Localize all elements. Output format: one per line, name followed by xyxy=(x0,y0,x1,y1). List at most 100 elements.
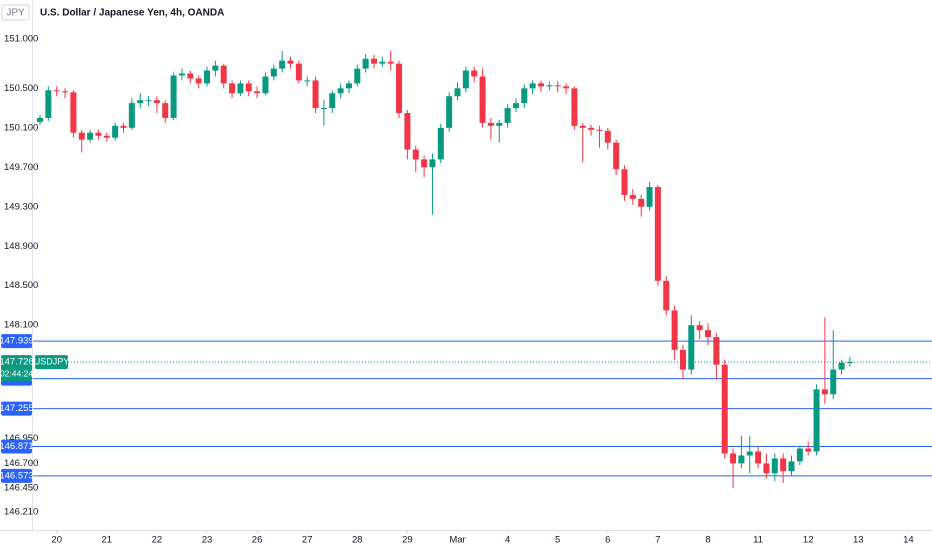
candle-body xyxy=(437,127,444,160)
candle-body xyxy=(796,448,803,462)
ticks: 151.000 150.500 150.100 149.700 149.300 148.9… xyxy=(4,34,914,546)
level-badge xyxy=(1,401,32,416)
candle-body xyxy=(153,100,160,104)
candle-body xyxy=(170,75,177,118)
candle-body xyxy=(629,194,636,199)
candle-body xyxy=(663,280,670,311)
x-tick-label: Mar xyxy=(449,535,465,546)
candle-body xyxy=(554,85,561,87)
symbol-badge xyxy=(35,355,68,370)
y-tick-label: 150.500 xyxy=(4,83,38,94)
x-tick-label: 14 xyxy=(903,535,914,546)
x-tick-label: 29 xyxy=(402,535,413,546)
candle-body xyxy=(738,455,745,464)
candle-body xyxy=(45,90,52,118)
candle-body xyxy=(78,132,85,140)
candle-body xyxy=(679,349,686,370)
candle-body xyxy=(396,63,403,114)
candle-body xyxy=(262,76,269,94)
level-label: 147.939 xyxy=(0,336,34,347)
candle-body xyxy=(421,159,428,168)
candle-body xyxy=(821,389,828,395)
candle-body xyxy=(830,369,837,395)
y-tick-label: 148.500 xyxy=(4,280,38,291)
candle-body xyxy=(846,362,853,364)
candle-body xyxy=(245,83,252,92)
candle-body xyxy=(187,73,194,79)
candle-body xyxy=(254,91,261,94)
x-tick-label: 22 xyxy=(152,535,163,546)
currency-box[interactable] xyxy=(1,4,30,21)
candle-body xyxy=(345,83,352,89)
x-tick-label: 4 xyxy=(505,535,510,546)
candle-body xyxy=(220,65,227,84)
candle-body xyxy=(805,448,812,452)
candle-body xyxy=(671,310,678,350)
candle-body xyxy=(128,103,135,128)
level-label: 147.255 xyxy=(0,403,34,414)
candle-body xyxy=(178,73,185,76)
candle-body xyxy=(471,70,478,77)
candle-body xyxy=(529,83,536,89)
candle-body xyxy=(295,63,302,81)
candle-body xyxy=(696,325,703,331)
candle-body xyxy=(112,125,119,138)
candle-body xyxy=(688,325,695,370)
candle-body xyxy=(379,61,386,64)
candle-body xyxy=(137,100,144,104)
candle-body xyxy=(312,80,319,109)
x-tick-label: 11 xyxy=(753,535,763,546)
candle-body xyxy=(613,142,620,170)
x-tick-label: 27 xyxy=(302,535,313,546)
x-tick-label: 8 xyxy=(705,535,710,546)
candle-body xyxy=(354,68,361,84)
candle-body xyxy=(780,458,787,472)
candle-body xyxy=(588,127,595,130)
candle-body xyxy=(730,453,737,464)
candle-body xyxy=(37,117,43,122)
candle-body xyxy=(771,458,778,474)
candle-body xyxy=(487,122,494,126)
candle-body xyxy=(604,130,611,143)
candle-body xyxy=(404,113,411,150)
candle-body xyxy=(838,362,845,370)
candle-body xyxy=(362,58,369,69)
y-tick-label: 146.700 xyxy=(4,458,38,469)
candle-body xyxy=(571,88,578,126)
level-badge xyxy=(1,439,32,454)
symbol-label: USDJPY xyxy=(34,356,70,366)
candle-body xyxy=(546,85,553,87)
labels: 147.939147.559147.255146.871146.573147.7… xyxy=(0,334,69,483)
candle-body xyxy=(371,58,377,64)
x-tick-label: 26 xyxy=(252,535,263,546)
candle-body xyxy=(512,103,519,109)
x-tick-label: 7 xyxy=(655,535,660,546)
x-tick-label: 5 xyxy=(555,535,560,546)
candle-body xyxy=(504,108,511,123)
candle-body xyxy=(654,187,661,281)
candle-body xyxy=(62,91,69,93)
y-tick-label: 150.100 xyxy=(4,122,38,133)
y-tick-label: 151.000 xyxy=(4,34,38,45)
candle-body xyxy=(204,70,210,84)
candle-body xyxy=(705,330,711,338)
candle-body xyxy=(563,86,570,89)
y-tick-label: 146.210 xyxy=(4,506,38,517)
candle-body xyxy=(162,103,169,118)
chart-title: U.S. Dollar / Japanese Yen, 4h, OANDA xyxy=(40,8,224,19)
candle-body xyxy=(746,451,753,456)
candle-body xyxy=(755,451,762,464)
candle-body xyxy=(70,92,77,133)
levels xyxy=(32,340,932,477)
x-tick-label: 13 xyxy=(853,535,864,546)
countdown-label: 02:44:24 xyxy=(0,368,33,378)
last-price-label: 147.726 xyxy=(0,357,34,368)
candle-body xyxy=(212,65,219,71)
candle-body xyxy=(462,70,469,89)
y-tick-label: 146.450 xyxy=(4,483,38,494)
candle-body xyxy=(646,187,653,207)
y-tick-label: 148.100 xyxy=(4,320,38,331)
y-tick-label: 149.300 xyxy=(4,201,38,212)
y-tick-label: 146.950 xyxy=(4,433,38,444)
